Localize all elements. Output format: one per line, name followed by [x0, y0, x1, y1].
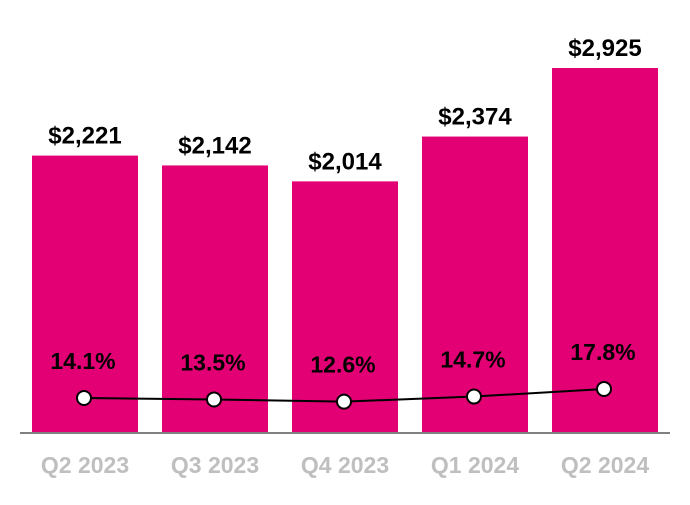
percent-label: 13.5% — [180, 349, 245, 375]
percent-marker — [596, 381, 612, 398]
percent-label: 17.8% — [570, 339, 635, 365]
percent-marker — [206, 391, 222, 408]
percent-label: 14.1% — [50, 348, 115, 374]
percent-marker — [336, 393, 352, 410]
percent-marker — [76, 390, 92, 406]
bar-value-label: $2,142 — [178, 132, 251, 159]
bar-value-label: $2,374 — [438, 104, 512, 131]
category-label: Q2 2023 — [41, 452, 129, 478]
category-label: Q4 2023 — [301, 452, 389, 478]
labels: $2,221 14.1% Q2 2023 $2,142 13.5% Q3 2023 $2,0… — [41, 35, 649, 478]
bars — [32, 68, 658, 432]
bar — [32, 155, 138, 432]
bar-value-label: $2,925 — [568, 35, 641, 62]
percent-line — [76, 381, 612, 410]
bar — [162, 165, 268, 432]
percent-label: 12.6% — [310, 352, 375, 378]
category-label: Q3 2023 — [171, 452, 259, 478]
bar — [552, 68, 658, 432]
bar-value-label: $2,221 — [48, 123, 121, 150]
percent-marker — [466, 388, 482, 405]
category-label: Q2 2024 — [561, 452, 649, 478]
percent-label: 14.7% — [440, 347, 505, 373]
bar-value-label: $2,014 — [308, 148, 382, 175]
bar — [422, 136, 528, 432]
bar — [292, 181, 398, 432]
category-label: Q1 2024 — [431, 452, 519, 478]
